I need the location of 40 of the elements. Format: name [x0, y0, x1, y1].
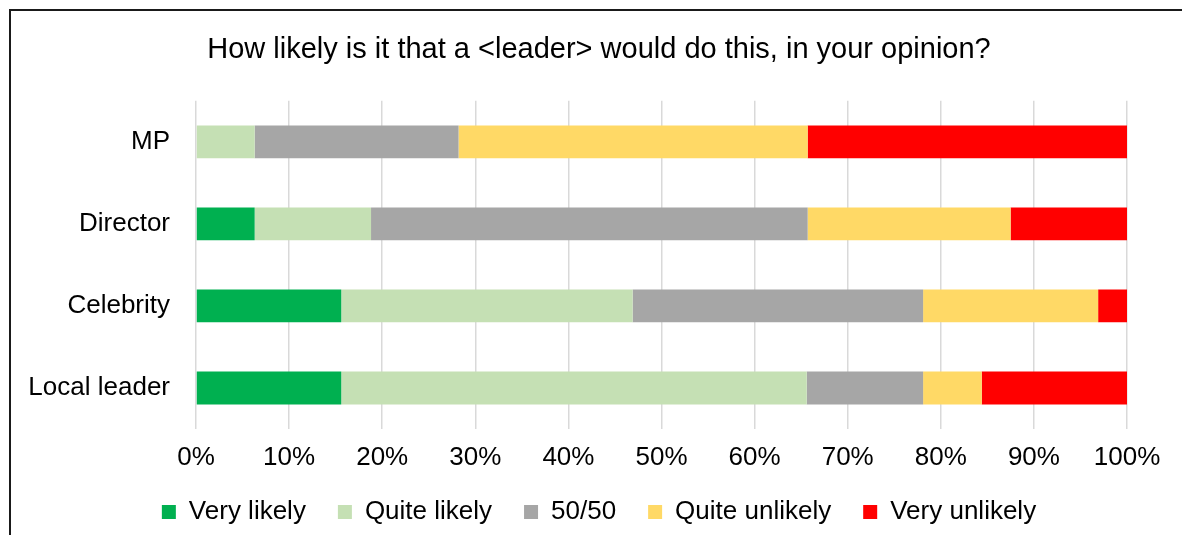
x-tick-label: 50%	[635, 440, 688, 471]
legend-label: Very likely	[188, 495, 306, 526]
bar	[923, 371, 982, 405]
x-tick-label: 10%	[263, 440, 316, 471]
bar	[196, 371, 342, 405]
x-tick-label: 60%	[728, 440, 781, 471]
bar	[254, 207, 372, 241]
bar	[807, 125, 1127, 159]
legend-label: 50/50	[551, 495, 617, 526]
bar	[341, 371, 807, 405]
x-tick-label: 100%	[1093, 440, 1161, 471]
y-tick-label: Director	[78, 207, 171, 238]
y-tick-label: Celebrity	[67, 289, 170, 320]
bar	[196, 207, 255, 241]
x-tick-label: 90%	[1007, 440, 1060, 471]
x-tick-label: 70%	[821, 440, 874, 471]
bar	[341, 289, 633, 323]
bar	[196, 289, 342, 323]
x-tick-label: 40%	[542, 440, 595, 471]
bar	[807, 207, 1011, 241]
legend-label: Very unlikely	[890, 495, 1037, 526]
bar	[458, 125, 808, 159]
legend-label: Quite likely	[364, 495, 493, 526]
x-tick-label: 30%	[449, 440, 502, 471]
y-tick-label: MP	[131, 125, 170, 155]
x-tick-label: 80%	[914, 440, 967, 471]
bar	[923, 289, 1099, 323]
bar	[371, 207, 808, 241]
y-tick-label: Local leader	[28, 371, 171, 402]
bar	[196, 125, 255, 159]
bar	[806, 371, 924, 405]
bar	[632, 289, 924, 323]
x-tick-label: 20%	[356, 440, 409, 471]
legend-label: Quite unlikely	[675, 495, 832, 526]
x-tick-label: 0%	[177, 440, 215, 471]
bar	[981, 371, 1127, 405]
bar	[1010, 207, 1127, 241]
bar	[254, 125, 459, 159]
bar	[1098, 289, 1127, 323]
chart-title: How likely is it that a <leader> would do this, in your opinion?	[207, 32, 991, 65]
